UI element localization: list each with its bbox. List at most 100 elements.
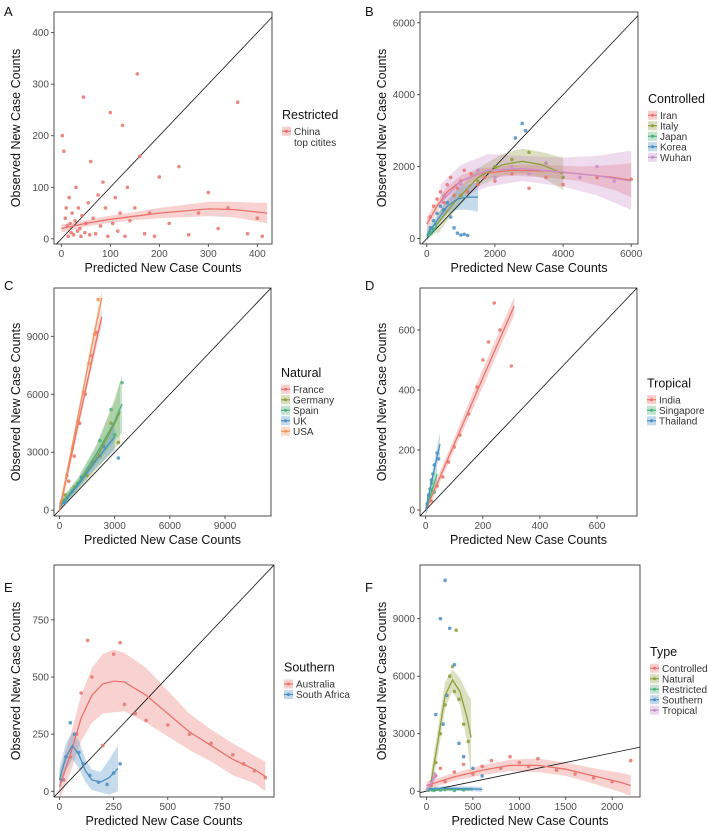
y-tick-label: 200 bbox=[398, 446, 415, 457]
y-tick-label: 4000 bbox=[393, 90, 416, 101]
data-point bbox=[445, 182, 450, 187]
data-point bbox=[435, 211, 439, 216]
y-tick-label: 2000 bbox=[393, 162, 416, 173]
identity-line bbox=[420, 288, 637, 516]
identity-line bbox=[420, 746, 640, 793]
data-point bbox=[263, 775, 268, 780]
data-point bbox=[489, 758, 494, 763]
data-point bbox=[74, 185, 78, 190]
data-point bbox=[165, 723, 170, 727]
data-point bbox=[520, 121, 524, 126]
trend-line-usa bbox=[58, 297, 103, 511]
data-point bbox=[443, 578, 447, 583]
data-point bbox=[492, 301, 497, 305]
legend-title: Controlled bbox=[648, 92, 705, 106]
x-tick-label: 0 bbox=[424, 249, 430, 260]
data-point bbox=[115, 229, 120, 233]
data-point bbox=[98, 438, 102, 443]
y-axis-label: Observed New Case Counts bbox=[375, 49, 389, 207]
x-tick-label: 6000 bbox=[159, 521, 182, 532]
data-point bbox=[79, 691, 83, 695]
y-tick-label: 0 bbox=[409, 234, 415, 245]
data-point bbox=[508, 754, 512, 759]
data-point bbox=[98, 224, 103, 228]
data-point bbox=[71, 232, 76, 237]
legend-entry: Italy bbox=[660, 121, 678, 132]
data-point bbox=[105, 782, 109, 787]
data-point bbox=[118, 640, 122, 645]
legend-entry: Southern bbox=[662, 695, 703, 706]
x-tick-label: 1000 bbox=[508, 802, 531, 813]
legend-entry: Controlled bbox=[662, 664, 708, 675]
identity-line bbox=[421, 15, 638, 244]
legend-entry: Spain bbox=[293, 406, 319, 417]
data-point bbox=[465, 190, 470, 194]
data-point bbox=[152, 234, 157, 239]
data-point bbox=[442, 200, 446, 205]
data-point bbox=[459, 233, 463, 237]
y-tick-label: 500 bbox=[32, 673, 49, 684]
data-point bbox=[573, 772, 577, 776]
y-axis-label: Observed New Case Counts bbox=[9, 49, 23, 207]
legend-key-dot bbox=[284, 419, 287, 423]
plot-area bbox=[421, 15, 638, 244]
y-tick-label: 9000 bbox=[393, 614, 416, 625]
legend-entry: Wuhan bbox=[660, 153, 692, 164]
data-point bbox=[498, 328, 502, 332]
data-point bbox=[527, 186, 531, 191]
trend-line-singapore bbox=[425, 473, 438, 511]
data-point bbox=[78, 226, 82, 231]
data-point bbox=[120, 123, 125, 128]
data-point bbox=[445, 200, 450, 205]
y-tick-label: 6000 bbox=[393, 18, 416, 29]
data-point bbox=[438, 204, 443, 209]
panel-f: F 0 500 1000 1500 2000 0 3000 6000 9000 Predicted … bbox=[365, 564, 708, 828]
data-point bbox=[455, 186, 460, 191]
data-point bbox=[452, 662, 457, 667]
data-point bbox=[206, 190, 211, 195]
data-point bbox=[133, 711, 138, 716]
y-tick-label: 0 bbox=[409, 787, 415, 798]
x-tick-label: 200 bbox=[474, 521, 491, 532]
data-point bbox=[235, 100, 240, 105]
data-point bbox=[91, 216, 95, 221]
legend-key-dot bbox=[651, 155, 654, 159]
data-point bbox=[433, 712, 438, 717]
data-point bbox=[486, 340, 491, 344]
data-point bbox=[177, 164, 181, 169]
plot-frame bbox=[419, 11, 639, 245]
y-tick-label: 400 bbox=[32, 28, 49, 39]
x-tick-label: 0 bbox=[57, 521, 63, 532]
panel-letter: C bbox=[4, 278, 13, 293]
y-axis-label: Observed New Case Counts bbox=[9, 323, 23, 481]
data-point bbox=[527, 172, 531, 176]
data-point bbox=[116, 456, 121, 460]
data-point bbox=[513, 136, 518, 140]
data-point bbox=[476, 182, 480, 187]
y-tick-label: 750 bbox=[32, 615, 49, 626]
legend-key-dot bbox=[653, 666, 656, 670]
data-point bbox=[455, 231, 460, 236]
trend-line-korea bbox=[426, 196, 478, 236]
data-point bbox=[112, 433, 117, 437]
confidence-band-controlled bbox=[426, 758, 631, 797]
data-point bbox=[118, 762, 122, 766]
data-point bbox=[128, 219, 132, 223]
legend-title: Southern bbox=[284, 661, 335, 675]
x-tick-label: 1500 bbox=[555, 802, 578, 813]
data-point bbox=[480, 764, 484, 769]
data-point bbox=[110, 221, 115, 226]
legend-title: Type bbox=[650, 645, 677, 659]
data-point bbox=[481, 358, 485, 362]
confidence-band-wuhan bbox=[440, 150, 632, 221]
x-tick-label: 600 bbox=[589, 521, 606, 532]
legend-key-dot bbox=[651, 124, 654, 128]
data-point bbox=[68, 720, 73, 725]
data-point bbox=[88, 159, 93, 164]
data-point bbox=[441, 475, 445, 479]
legend-entry: UK bbox=[293, 416, 307, 427]
data-point bbox=[106, 234, 110, 239]
y-axis-label: Observed New Case Counts bbox=[9, 602, 23, 760]
